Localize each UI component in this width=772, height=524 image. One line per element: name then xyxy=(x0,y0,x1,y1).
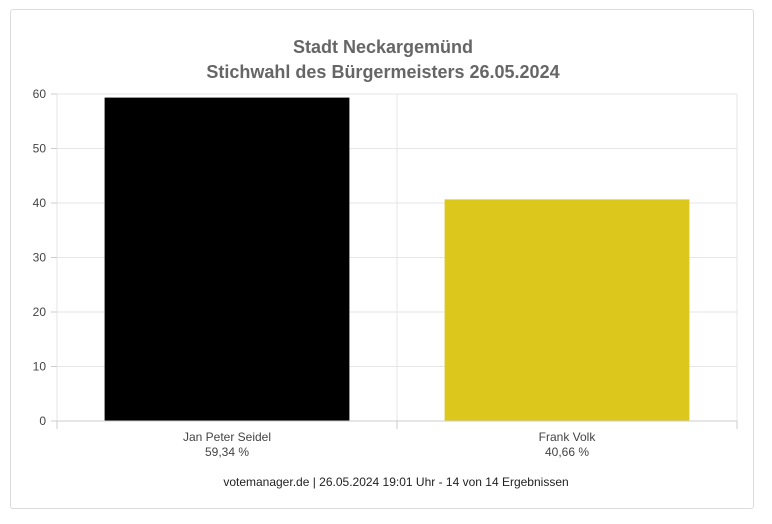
bars xyxy=(104,97,690,422)
y-tick-label: 50 xyxy=(33,142,47,156)
y-tick-label: 60 xyxy=(33,87,47,101)
chart-title-line-2: Stichwahl des Bürgermeisters 26.05.2024 xyxy=(206,62,559,82)
category-label: Jan Peter Seidel xyxy=(183,430,271,444)
value-label: 40,66 % xyxy=(545,445,589,459)
bar-2 xyxy=(444,199,690,421)
y-tick-label: 40 xyxy=(33,196,47,210)
axes xyxy=(51,93,738,429)
value-label: 59,34 % xyxy=(205,445,249,459)
bar-1 xyxy=(104,97,350,422)
y-tick-label: 0 xyxy=(39,414,46,428)
chart-title-line-1: Stadt Neckargemünd xyxy=(293,37,473,57)
y-tick-label: 10 xyxy=(33,360,47,374)
source-footer: votemanager.de | 26.05.2024 19:01 Uhr - … xyxy=(223,475,568,489)
y-tick-label: 30 xyxy=(33,251,47,265)
y-tick-label: 20 xyxy=(33,305,47,319)
category-label: Frank Volk xyxy=(539,430,597,444)
